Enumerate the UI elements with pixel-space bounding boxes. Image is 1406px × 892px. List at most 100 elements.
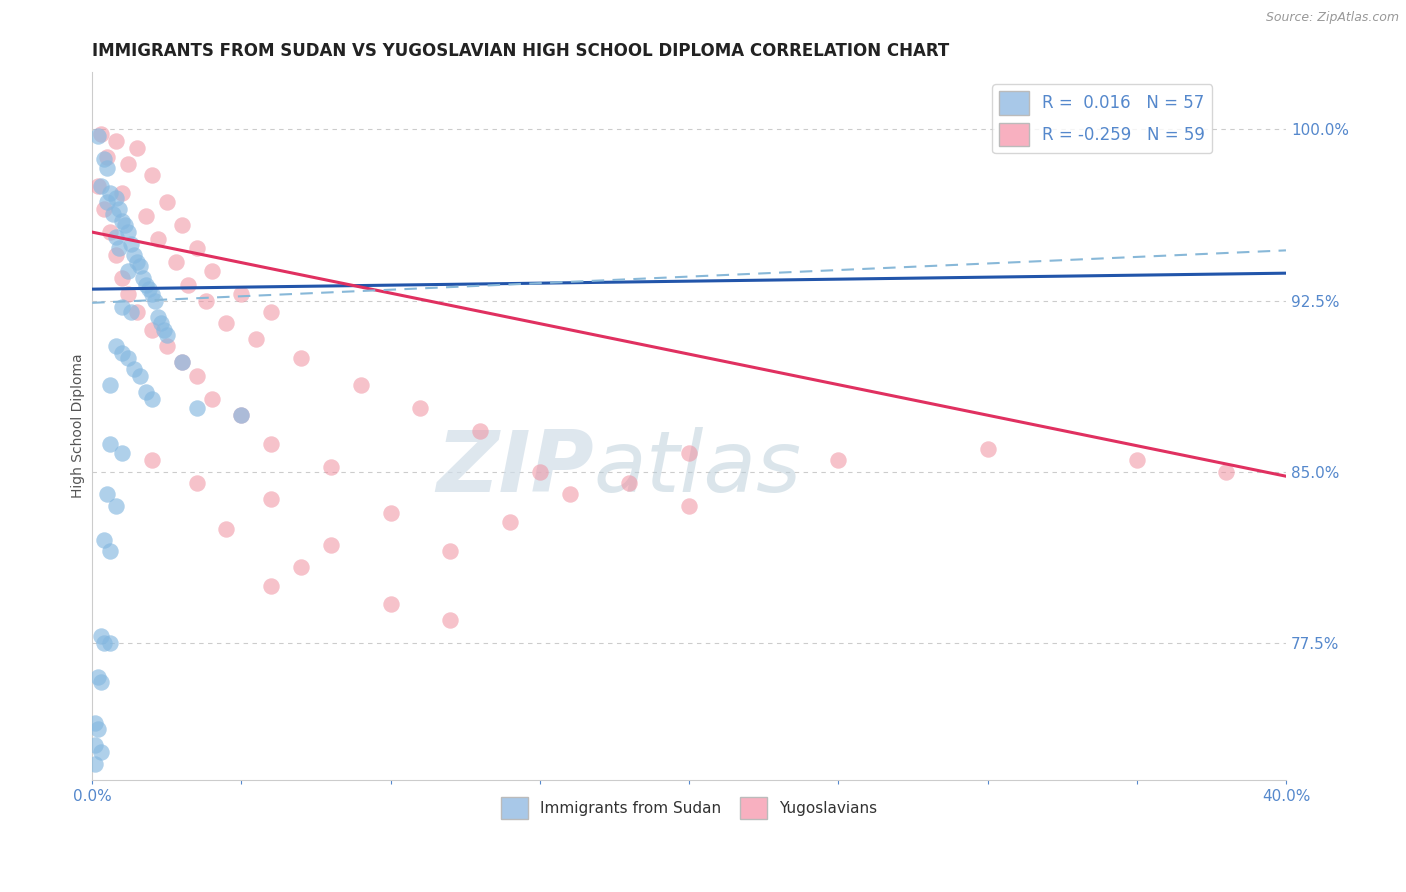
Point [350,378,373,392]
Point [117,286,139,301]
Point [215,522,238,536]
Point [125,305,148,319]
Point [439,544,461,558]
Point [678,446,700,460]
Point [529,465,551,479]
Point [156,195,179,210]
Point [98,636,121,650]
Point [146,310,169,324]
Point [117,264,139,278]
Point [132,270,155,285]
Point [319,460,342,475]
Point [290,560,312,574]
Point [111,186,134,201]
Point [146,232,169,246]
Point [120,305,142,319]
Point [245,332,267,346]
Point [409,401,432,415]
Point [1125,453,1147,467]
Point [111,270,134,285]
Point [186,476,208,491]
Point [90,629,112,643]
Point [87,670,110,684]
Text: IMMIGRANTS FROM SUDAN VS YUGOSLAVIAN HIGH SCHOOL DIPLOMA CORRELATION CHART: IMMIGRANTS FROM SUDAN VS YUGOSLAVIAN HIG… [93,42,949,60]
Point [558,487,581,501]
Point [200,264,222,278]
Point [165,254,187,268]
Point [96,487,118,501]
Point [105,248,128,262]
Point [122,248,145,262]
Point [98,186,121,201]
Point [101,207,124,221]
Y-axis label: High School Diploma: High School Diploma [72,354,86,499]
Point [141,286,163,301]
Point [117,351,139,365]
Point [1215,465,1237,479]
Point [200,392,222,406]
Point [117,225,139,239]
Point [84,756,107,771]
Point [96,195,118,210]
Point [176,277,198,292]
Point [135,384,157,399]
Point [231,286,253,301]
Point [117,156,139,170]
Point [105,191,128,205]
Point [98,544,121,558]
Point [84,739,107,753]
Point [470,424,492,438]
Point [105,229,128,244]
Point [93,636,115,650]
Point [439,613,461,627]
Point [138,282,160,296]
Point [380,597,402,611]
Point [170,355,193,369]
Point [827,453,849,467]
Point [149,317,172,331]
Point [105,339,128,353]
Point [111,213,134,227]
Point [129,368,152,383]
Point [260,579,283,593]
Point [111,301,134,315]
Point [141,323,163,337]
Point [678,499,700,513]
Text: atlas: atlas [593,427,801,510]
Point [260,305,283,319]
Point [290,351,312,365]
Point [186,368,208,383]
Point [156,339,179,353]
Point [143,293,166,308]
Point [380,506,402,520]
Point [141,168,163,182]
Point [186,401,208,415]
Legend: Immigrants from Sudan, Yugoslavians: Immigrants from Sudan, Yugoslavians [495,791,884,825]
Point [98,378,121,392]
Point [170,355,193,369]
Point [135,277,157,292]
Text: ZIP: ZIP [436,427,593,510]
Point [129,260,152,274]
Point [98,437,121,451]
Point [84,715,107,730]
Point [96,161,118,176]
Point [90,674,112,689]
Point [141,392,163,406]
Point [90,179,112,194]
Point [260,491,283,506]
Point [156,327,179,342]
Point [125,254,148,268]
Point [170,219,193,233]
Point [87,129,110,144]
Point [619,476,641,491]
Point [231,408,253,422]
Point [105,134,128,148]
Point [93,152,115,166]
Point [87,723,110,737]
Point [90,127,112,141]
Point [141,453,163,467]
Point [153,323,176,337]
Point [231,408,253,422]
Point [319,538,342,552]
